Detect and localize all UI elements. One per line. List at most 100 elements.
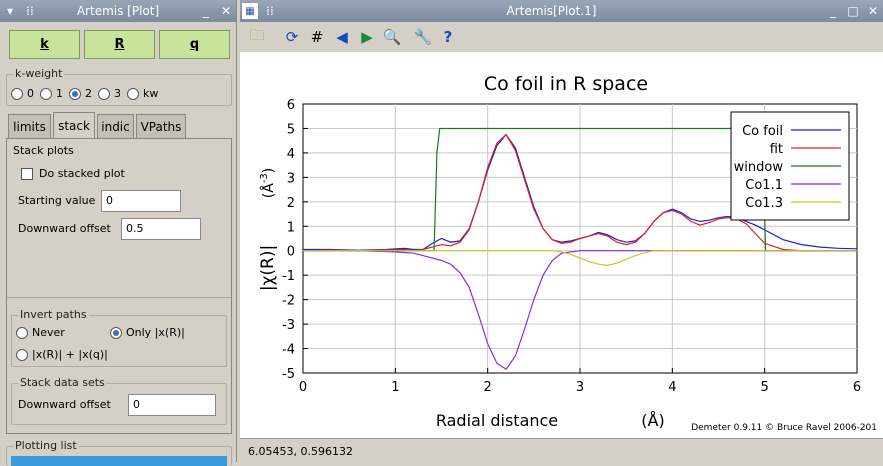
- y-tick-label: -4: [282, 343, 295, 358]
- minimize-icon[interactable]: _: [198, 3, 214, 19]
- x-tick-label: 5: [761, 380, 769, 395]
- invert-only-label: Only |x(R)|: [126, 326, 185, 339]
- invert-never-label: Never: [32, 326, 65, 339]
- kweight-kw-label: kw: [143, 87, 158, 100]
- y-axis-label: |χ(R)|: [258, 245, 278, 291]
- refresh-icon[interactable]: ⟳: [281, 26, 303, 48]
- tab-indic[interactable]: indic: [97, 114, 134, 138]
- y-tick-label: 6: [287, 98, 295, 113]
- kweight-0-label: 0: [27, 87, 34, 100]
- plotting-list-selection[interactable]: [11, 456, 227, 466]
- invert-paths-group: Invert paths Never Only |x(R)| |x(R)| + …: [11, 315, 227, 367]
- downward-offset-input[interactable]: 0.5: [121, 218, 201, 240]
- legend-label: window: [734, 160, 784, 175]
- legend: Co foil fit window Co1.1 Co1.3: [731, 112, 849, 220]
- help-icon[interactable]: ?: [437, 26, 459, 48]
- plot-window: ▦ ⁞⁞ Artemis[Plot.1] _ □ ✕ 🗀 ⟳ # ◀ ▶ 🔍 🔧…: [240, 0, 883, 462]
- x-ticks: 0 1 2 3 4 5 6: [299, 368, 861, 395]
- y-tick-label: 3: [287, 171, 295, 186]
- tab-indic-label: indic: [101, 120, 130, 134]
- y-tick-label: -1: [282, 269, 295, 284]
- x-tick-label: 0: [299, 380, 307, 395]
- stack-plots-label: Stack plots: [13, 144, 74, 157]
- y-axis-label-group: |χ(R)| (Å-3): [258, 168, 278, 291]
- invert-both-label: |x(R)| + |x(q)|: [32, 348, 108, 361]
- y-tick-label: 4: [287, 147, 295, 162]
- data-downward-offset-input[interactable]: 0: [128, 394, 216, 416]
- tab-stack-label: stack: [58, 119, 90, 133]
- plot-q-label: q: [190, 37, 199, 52]
- chart-title: Co foil in R space: [484, 73, 648, 95]
- minimize-icon[interactable]: _: [825, 3, 841, 19]
- plotting-list-label: Plotting list: [13, 439, 79, 452]
- invert-both-radio[interactable]: |x(R)| + |x(q)|: [16, 348, 108, 361]
- kweight-2-radio[interactable]: 2: [69, 87, 92, 100]
- invert-only-radio[interactable]: Only |x(R)|: [110, 326, 185, 339]
- plot-k-button[interactable]: k: [9, 30, 80, 59]
- x-tick-label: 4: [668, 380, 676, 395]
- kweight-0-radio[interactable]: 0: [11, 87, 34, 100]
- plot-r-button[interactable]: R: [84, 30, 155, 59]
- tab-stack[interactable]: stack: [53, 112, 95, 139]
- plot-controls-window: ▾ ⁞⁞ Artemis [Plot] _ ✕ k R q k-weight 0…: [0, 0, 237, 462]
- grid-icon[interactable]: #: [306, 26, 328, 48]
- kweight-kw-radio[interactable]: kw: [127, 87, 158, 100]
- right-window-title: Artemis[Plot.1]: [280, 4, 823, 18]
- close-icon[interactable]: ✕: [218, 3, 234, 19]
- x-tick-label: 6: [853, 380, 861, 395]
- plot-app-icon[interactable]: ▦: [242, 3, 258, 19]
- y-unit-base: (Å: [260, 183, 277, 198]
- do-stacked-checkbox[interactable]: Do stacked plot: [21, 167, 125, 180]
- downward-offset-label: Downward offset: [18, 222, 111, 235]
- starting-value-label: Starting value: [18, 194, 95, 207]
- y-unit-exp: -3: [259, 173, 270, 183]
- stack-panel: Stack plots Do stacked plot Starting val…: [6, 138, 232, 434]
- settings-wrench-icon[interactable]: 🔧: [412, 26, 434, 48]
- y-tick-label: 2: [287, 196, 295, 211]
- cursor-coordinates: 6.05453, 0.596132: [248, 445, 353, 458]
- legend-label: fit: [770, 142, 783, 157]
- kweight-group: k-weight 0 1 2 3 kw: [6, 74, 232, 106]
- stack-data-sets-label: Stack data sets: [18, 376, 107, 389]
- starting-value-input[interactable]: 0: [101, 190, 181, 212]
- back-icon[interactable]: ◀: [331, 26, 353, 48]
- do-stacked-label: Do stacked plot: [39, 167, 125, 180]
- kweight-3-radio[interactable]: 3: [98, 87, 121, 100]
- open-file-icon[interactable]: 🗀: [246, 26, 268, 48]
- y-ticks: -5 -4 -3 -2 -1 0 1 2 3 4 5 6: [282, 98, 308, 382]
- legend-label: Co foil: [742, 124, 783, 139]
- kweight-1-radio[interactable]: 1: [40, 87, 63, 100]
- x-axis-unit: (Å): [641, 411, 664, 430]
- legend-label: Co1.1: [745, 178, 783, 193]
- plot-q-button[interactable]: q: [159, 30, 230, 59]
- x-axis-label: Radial distance: [436, 411, 558, 430]
- invert-paths-label: Invert paths: [18, 308, 89, 321]
- plot-area[interactable]: Co foil in R space 0 1 2 3 4 5 6 -5 -4 -3 -2 -1 0 1 2…: [240, 52, 883, 438]
- close-icon[interactable]: ✕: [865, 3, 881, 19]
- data-downward-offset-label: Downward offset: [18, 398, 111, 411]
- left-titlebar[interactable]: ▾ ⁞⁞ Artemis [Plot] _ ✕: [0, 0, 236, 22]
- plot-r-label: R: [114, 37, 124, 52]
- kweight-3-label: 3: [114, 87, 121, 100]
- stack-data-sets-group: Stack data sets Downward offset 0: [11, 383, 227, 425]
- tab-limits[interactable]: limits: [8, 114, 51, 138]
- app-menu-icon[interactable]: ▾: [2, 3, 18, 19]
- invert-never-radio[interactable]: Never: [16, 326, 65, 339]
- credit-text: Demeter 0.9.11 © Bruce Ravel 2006-201: [691, 423, 877, 433]
- forward-icon[interactable]: ▶: [356, 26, 378, 48]
- y-tick-label: -3: [282, 318, 295, 333]
- divider: [7, 297, 231, 298]
- tab-vpaths[interactable]: VPaths: [136, 114, 186, 138]
- tab-vpaths-label: VPaths: [141, 120, 182, 134]
- left-window-title: Artemis [Plot]: [40, 4, 196, 18]
- chart-svg[interactable]: Co foil in R space 0 1 2 3 4 5 6 -5 -4 -3 -2 -1 0 1 2…: [240, 52, 883, 438]
- drag-handle-icon[interactable]: ⁞⁞: [262, 3, 278, 19]
- y-tick-label: 1: [287, 220, 295, 235]
- right-titlebar[interactable]: ▦ ⁞⁞ Artemis[Plot.1] _ □ ✕: [240, 0, 883, 22]
- y-tick-label: 0: [287, 245, 295, 260]
- status-bar: 6.05453, 0.596132: [240, 438, 883, 462]
- zoom-icon[interactable]: 🔍: [381, 26, 403, 48]
- maximize-icon[interactable]: □: [845, 3, 861, 19]
- drag-handle-icon[interactable]: ⁞⁞: [22, 3, 38, 19]
- y-tick-label: -5: [282, 367, 295, 382]
